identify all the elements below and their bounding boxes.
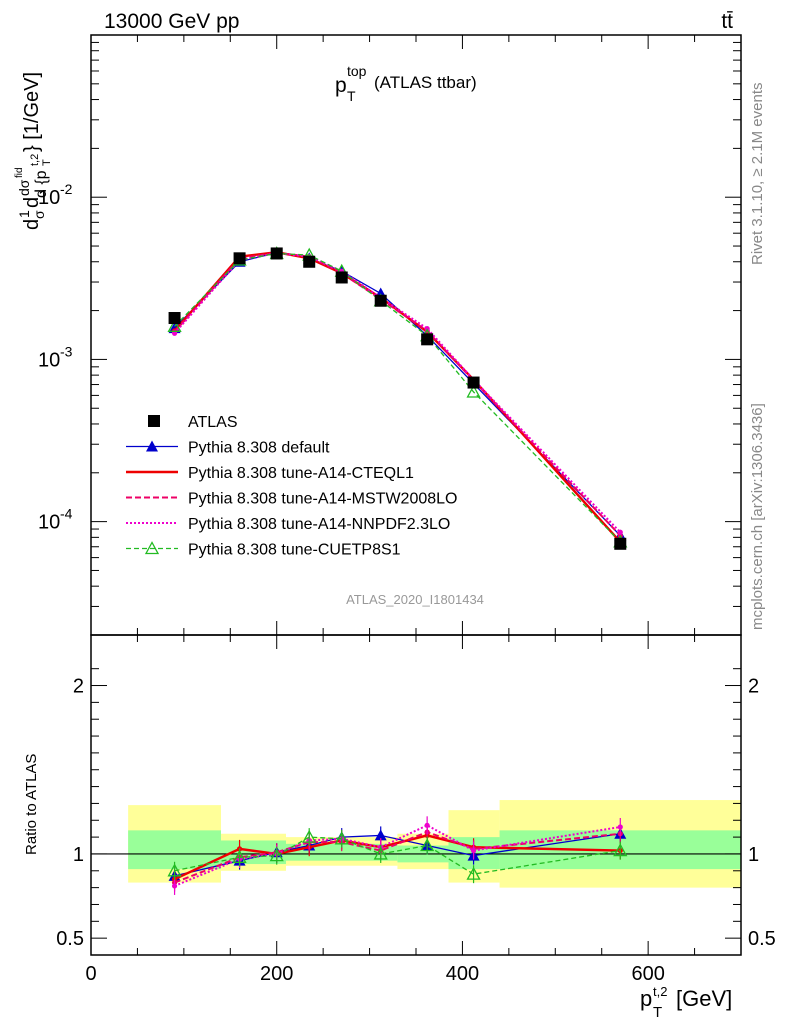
process-label: tt̄ <box>721 10 733 33</box>
svg-text:dσ: dσ <box>16 179 32 196</box>
ratio-data-point <box>269 848 284 862</box>
ratio-data-point <box>424 822 430 828</box>
svg-text:t,2: t,2 <box>29 154 41 166</box>
ratio-data-point <box>466 866 481 880</box>
main-data-point <box>467 376 480 389</box>
ratio-data-point <box>167 863 182 877</box>
main-data-point <box>466 384 481 398</box>
main-data-point <box>233 252 246 265</box>
ratio-data-point <box>232 849 247 863</box>
y-tick-label: 10 -2 <box>38 181 73 209</box>
main-data-point <box>167 318 182 332</box>
svg-text:p: p <box>640 986 652 1011</box>
ratio-y-tick-label: 1 <box>73 844 84 866</box>
ratio-y-tick-label-right: 0.5 <box>748 928 776 950</box>
ratio-y-axis-label: Ratio to ATLAS <box>23 754 40 855</box>
svg-text:} [1/GeV]: } [1/GeV] <box>21 72 43 152</box>
legend-marker <box>144 541 160 555</box>
analysis-watermark: ATLAS_2020_I1801434 <box>346 592 484 607</box>
ratio-data-point <box>302 829 317 843</box>
y-tick-label: 10 -4 <box>38 506 73 534</box>
svg-text:t,2: t,2 <box>653 984 667 999</box>
y-tick-label-base: 10 <box>38 187 60 209</box>
main-series-0 <box>168 247 627 550</box>
main-series-line <box>174 252 621 543</box>
ratio-series-line <box>174 836 621 875</box>
main-data-point <box>374 294 387 307</box>
svg-text:1: 1 <box>16 210 32 218</box>
ratio-data-point <box>613 843 628 857</box>
main-data-point <box>303 255 316 268</box>
y-tick-label-exponent: -2 <box>60 181 73 197</box>
ratio-plot-frame <box>90 634 742 956</box>
main-series-line <box>173 252 622 533</box>
legend-marker <box>146 440 158 452</box>
mcplots-label: mcplots.cern.ch [arXiv:1306.3436] <box>749 403 766 630</box>
legend-item: Pythia 8.308 default <box>126 440 330 457</box>
ratio-data-point <box>334 831 349 845</box>
ratio-data-point <box>171 883 178 889</box>
legend-item: Pythia 8.308 tune-A14-MSTW2008LO <box>126 491 457 508</box>
y-tick-label-exponent: -3 <box>60 343 73 359</box>
legend-label: ATLAS <box>188 414 238 431</box>
main-y-axis-label: d 1 σ d dσ fid d {p T t,2 } [1/GeV] <box>14 72 53 230</box>
legend-item: Pythia 8.308 tune-CUETP8S1 <box>126 541 401 559</box>
main-data-point <box>335 271 348 284</box>
ratio-series-4 <box>167 828 628 884</box>
svg-text:σ: σ <box>31 210 47 219</box>
svg-text:d: d <box>21 197 43 208</box>
legend: ATLAS Pythia 8.308 default Pythia 8.308 tu… <box>126 414 457 559</box>
legend-marker <box>148 415 160 427</box>
ratio-y-tick-label: 0.5 <box>56 928 84 950</box>
y-tick-label-exponent: -4 <box>60 506 73 522</box>
y-tick-label-base: 10 <box>38 349 60 371</box>
x-tick-label: 200 <box>260 963 293 985</box>
x-axis-label: p T t,2 [GeV] <box>640 984 732 1021</box>
svg-text:T: T <box>347 88 356 104</box>
ratio-data-point <box>373 846 388 860</box>
ratio-data-point <box>470 847 477 854</box>
rivet-label: Rivet 3.1.10, ≥ 2.1M events <box>749 83 766 266</box>
legend-item: ATLAS <box>148 414 238 431</box>
main-data-point <box>168 312 181 325</box>
ratio-data-point <box>617 824 623 830</box>
legend-item: Pythia 8.308 tune-A14-NNPDF2.3LO <box>126 516 450 533</box>
svg-text:p: p <box>335 74 347 97</box>
main-data-point <box>617 529 623 535</box>
main-title: p T top (ATLAS ttbar) <box>335 63 477 104</box>
ratio-y-tick-label-right: 1 <box>748 844 759 866</box>
ratio-y-tick-label-right: 2 <box>748 676 759 698</box>
legend-label: Pythia 8.308 tune-CUETP8S1 <box>188 542 401 559</box>
y-tick-label-base: 10 <box>38 512 60 534</box>
x-tick-label: 400 <box>446 963 479 985</box>
svg-text:d {p: d {p <box>33 170 50 198</box>
y-tick-label: 10 -3 <box>38 343 73 371</box>
x-tick-label: 600 <box>631 963 664 985</box>
main-data-point <box>614 537 627 550</box>
svg-text:T: T <box>41 159 53 166</box>
legend-label: Pythia 8.308 tune-A14-CTEQL1 <box>188 465 414 482</box>
energy-label: 13000 GeV pp <box>104 10 239 33</box>
svg-text:[GeV]: [GeV] <box>676 986 732 1011</box>
svg-text:fid: fid <box>14 167 25 178</box>
legend-label: Pythia 8.308 tune-A14-MSTW2008LO <box>188 491 457 508</box>
x-tick-label: 0 <box>85 963 96 985</box>
svg-text:(ATLAS ttbar): (ATLAS ttbar) <box>374 73 477 92</box>
main-data-point <box>421 333 434 346</box>
legend-item: Pythia 8.308 tune-A14-CTEQL1 <box>126 465 414 482</box>
svg-text:top: top <box>347 63 367 79</box>
main-data-point <box>270 247 283 260</box>
ratio-y-tick-label: 2 <box>73 676 84 698</box>
legend-label: Pythia 8.308 tune-A14-NNPDF2.3LO <box>188 516 450 533</box>
svg-text:d: d <box>21 219 43 230</box>
ratio-data-point <box>420 838 435 852</box>
ratio-data-point <box>374 829 387 841</box>
svg-text:T: T <box>653 1004 662 1021</box>
legend-label: Pythia 8.308 default <box>188 440 330 457</box>
